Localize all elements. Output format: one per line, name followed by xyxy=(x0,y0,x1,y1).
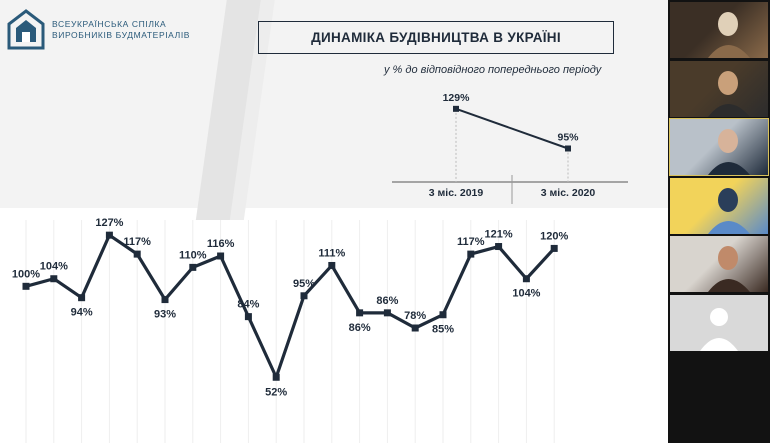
data-label: 127% xyxy=(95,217,123,229)
data-point xyxy=(495,243,503,251)
data-label: 120% xyxy=(540,230,568,242)
data-label: 129% xyxy=(443,92,471,104)
person-icon xyxy=(708,129,750,175)
data-point xyxy=(50,275,58,283)
data-point xyxy=(133,250,141,258)
data-point xyxy=(78,294,86,302)
video-tile-participant-6[interactable] xyxy=(670,294,768,351)
series-line xyxy=(455,107,569,150)
video-feed xyxy=(670,177,768,234)
video-feed xyxy=(670,236,768,292)
data-point xyxy=(467,250,475,258)
quarter-comparison-chart: 129% 3 міс. 2019 95% 3 міс. 2020 xyxy=(392,92,628,204)
category-label: 3 міс. 2019 xyxy=(429,187,484,199)
data-point xyxy=(300,292,308,300)
series-line xyxy=(25,233,556,379)
slide-subtitle: у % до відповідного попереднього періоду xyxy=(384,64,602,76)
presentation-slide: ВСЕУКРАЇНСЬКА СПІЛКА ВИРОБНИКІВ БУДМАТЕР… xyxy=(0,0,668,443)
data-point xyxy=(272,373,280,381)
data-label: 121% xyxy=(485,229,513,241)
data-point xyxy=(22,282,30,290)
data-label: 84% xyxy=(237,299,259,311)
data-label: 110% xyxy=(179,249,207,261)
data-label: 116% xyxy=(207,238,235,250)
organization-name: ВСЕУКРАЇНСЬКА СПІЛКА ВИРОБНИКІВ БУДМАТЕР… xyxy=(52,19,190,41)
data-label: 100% xyxy=(12,268,40,280)
data-point xyxy=(453,105,459,112)
data-label: 104% xyxy=(512,288,540,300)
data-point xyxy=(550,244,558,252)
video-feed xyxy=(670,294,768,351)
data-label: 111% xyxy=(318,247,345,259)
video-tile-participant-4[interactable] xyxy=(670,177,768,234)
data-label: 117% xyxy=(457,236,485,248)
data-point xyxy=(522,275,530,283)
data-point xyxy=(383,309,391,317)
data-label: 78% xyxy=(404,310,426,322)
slide-title: ДИНАМІКА БУДІВНИЦТВА В УКРАЇНІ xyxy=(311,30,561,45)
slide-title-box: ДИНАМІКА БУДІВНИЦТВА В УКРАЇНІ xyxy=(258,21,614,54)
video-tile-participant-3[interactable] xyxy=(669,118,769,176)
participants-panel xyxy=(668,0,770,443)
organization-logo xyxy=(7,9,45,50)
data-label: 52% xyxy=(265,386,287,398)
person-icon xyxy=(708,70,750,117)
data-point xyxy=(356,309,364,317)
data-label: 86% xyxy=(349,322,371,334)
data-point xyxy=(565,145,571,152)
video-tile-participant-5[interactable] xyxy=(670,236,768,292)
data-label: 94% xyxy=(71,307,93,319)
data-label: 85% xyxy=(432,324,454,336)
video-feed xyxy=(670,2,768,58)
video-feed xyxy=(670,119,768,175)
avatar-placeholder-icon xyxy=(700,307,738,351)
video-tile-participant-2[interactable] xyxy=(670,60,768,117)
data-point xyxy=(244,313,252,321)
person-icon xyxy=(708,187,750,234)
construction-dynamics-chart: 100%104%94%127%117%93%110%116%84%52%95%1… xyxy=(12,217,568,443)
data-label: 95% xyxy=(293,278,315,290)
data-point xyxy=(217,252,225,260)
data-point xyxy=(328,261,336,269)
data-label: 104% xyxy=(40,261,68,273)
data-label: 93% xyxy=(154,309,176,321)
slide-header-area xyxy=(0,0,668,220)
data-point xyxy=(189,263,197,271)
data-point xyxy=(105,231,113,239)
data-point xyxy=(411,324,419,332)
data-point xyxy=(161,296,169,304)
data-label: 86% xyxy=(376,295,398,307)
person-icon xyxy=(708,246,750,292)
person-icon xyxy=(708,12,750,58)
org-name-line1: ВСЕУКРАЇНСЬКА СПІЛКА xyxy=(52,19,167,29)
data-label: 95% xyxy=(557,132,579,144)
category-label: 3 міс. 2020 xyxy=(541,187,596,199)
video-tile-participant-1[interactable] xyxy=(670,2,768,58)
video-feed xyxy=(670,60,768,117)
data-label: 117% xyxy=(123,236,151,248)
data-point xyxy=(439,311,447,319)
org-name-line2: ВИРОБНИКІВ БУДМАТЕРІАЛІВ xyxy=(52,30,191,40)
